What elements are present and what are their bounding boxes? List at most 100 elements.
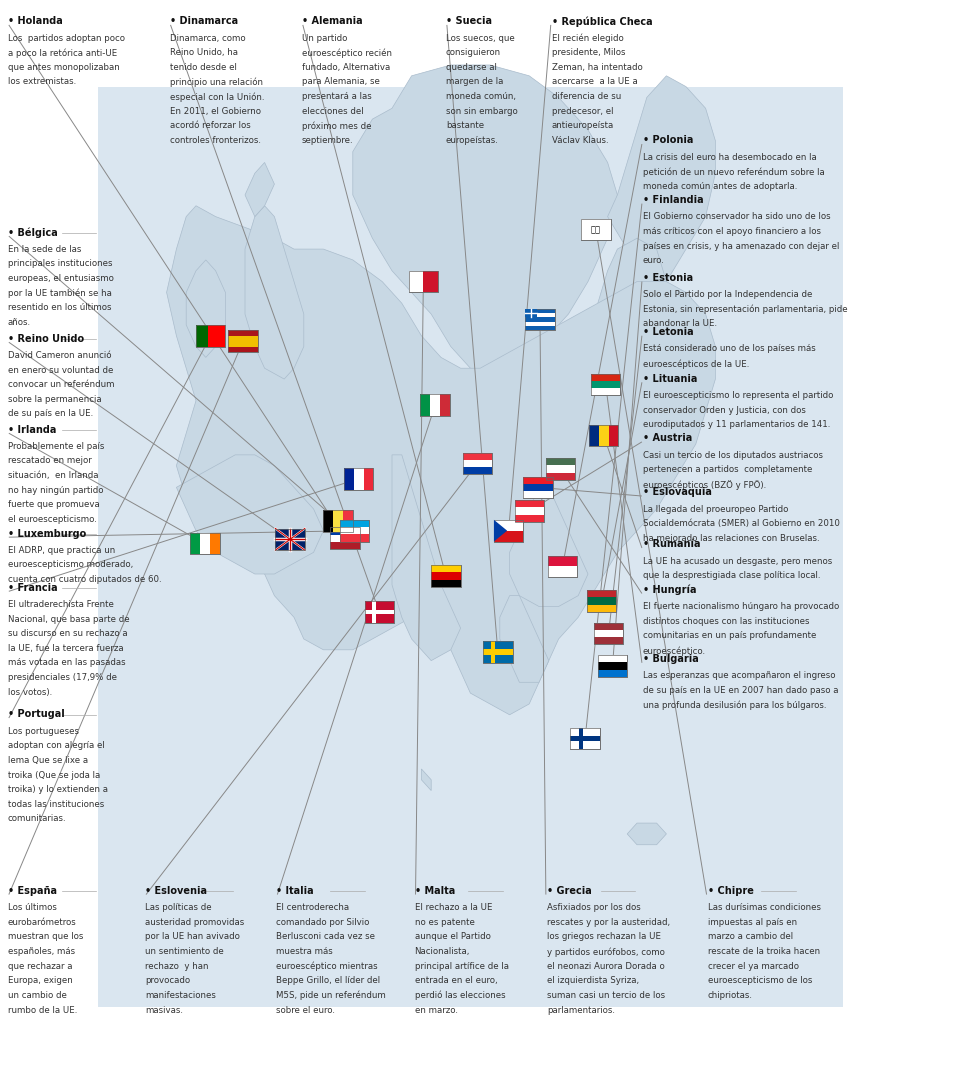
Text: • Irlanda: • Irlanda: [8, 425, 56, 434]
Text: los votos).: los votos).: [8, 688, 52, 696]
Text: lema Que se lixe a: lema Que se lixe a: [8, 756, 88, 765]
Bar: [594, 623, 623, 644]
Bar: [365, 601, 394, 623]
Text: conservador Orden y Justicia, con dos: conservador Orden y Justicia, con dos: [643, 405, 806, 415]
Polygon shape: [608, 76, 715, 282]
Bar: [431, 565, 461, 587]
Text: • Polonia: • Polonia: [643, 135, 693, 145]
Bar: [578, 728, 583, 749]
Text: • Estonia: • Estonia: [643, 273, 693, 283]
Bar: [365, 601, 394, 623]
Bar: [491, 641, 496, 663]
Text: acercarse  a la UE a: acercarse a la UE a: [552, 78, 637, 87]
Bar: [494, 531, 523, 542]
Text: manifestaciones: manifestaciones: [145, 991, 216, 1000]
Bar: [546, 466, 575, 472]
Text: • Dinamarca: • Dinamarca: [170, 16, 238, 26]
Bar: [523, 477, 553, 484]
Bar: [598, 655, 627, 663]
Text: presentará a las: presentará a las: [302, 92, 371, 101]
Bar: [463, 453, 492, 474]
Text: David Cameron anunció: David Cameron anunció: [8, 351, 112, 360]
Bar: [591, 374, 620, 395]
Text: Václav Klaus.: Václav Klaus.: [552, 136, 609, 145]
Text: moneda común,: moneda común,: [446, 92, 515, 101]
Text: por la UE también se ha: por la UE también se ha: [8, 288, 112, 298]
Text: muestra más: muestra más: [276, 947, 333, 956]
Bar: [587, 604, 616, 612]
Bar: [523, 484, 553, 491]
Bar: [591, 374, 620, 395]
Text: petición de un nuevo referéndum sobre la: petición de un nuevo referéndum sobre la: [643, 167, 824, 177]
Text: En la sede de las: En la sede de las: [8, 245, 81, 253]
Text: • Rumanía: • Rumanía: [643, 539, 701, 549]
Text: Asfixiados por los dos: Asfixiados por los dos: [547, 903, 641, 912]
Polygon shape: [500, 596, 549, 682]
Bar: [525, 309, 555, 330]
Bar: [483, 641, 513, 663]
Text: troika) y lo extienden a: troika) y lo extienden a: [8, 785, 108, 794]
Text: suman casi un tercio de los: suman casi un tercio de los: [547, 991, 665, 1000]
Text: comunitarias en un país profundamente: comunitarias en un país profundamente: [643, 631, 816, 640]
Bar: [589, 425, 599, 446]
Bar: [190, 533, 220, 554]
Bar: [340, 520, 369, 542]
Bar: [420, 394, 450, 416]
Text: Reino Unido, ha: Reino Unido, ha: [170, 49, 237, 57]
Text: Los portugueses: Los portugueses: [8, 727, 78, 735]
Bar: [365, 610, 394, 614]
Text: presidenciales (17,9% de: presidenciales (17,9% de: [8, 673, 117, 682]
Text: europeístas.: europeístas.: [446, 136, 499, 145]
Bar: [228, 330, 258, 336]
Text: entrada en el euro,: entrada en el euro,: [415, 977, 497, 986]
Text: euroescéptico recién: euroescéptico recién: [302, 49, 392, 57]
Text: un cambio de: un cambio de: [8, 991, 67, 1000]
Text: Nacional, que basa parte de: Nacional, que basa parte de: [8, 615, 129, 624]
Text: euroescepticismo de los: euroescepticismo de los: [708, 977, 812, 986]
Text: predecesor, el: predecesor, el: [552, 107, 613, 116]
Text: por la UE han avivado: por la UE han avivado: [145, 932, 240, 941]
Bar: [525, 322, 555, 326]
Polygon shape: [167, 206, 715, 715]
Text: no es patente: no es patente: [415, 918, 474, 927]
Text: • Reino Unido: • Reino Unido: [8, 334, 84, 343]
Text: Está considerado uno de los países más: Está considerado uno de los países más: [643, 344, 815, 353]
Text: • Portugal: • Portugal: [8, 709, 65, 719]
Bar: [548, 566, 577, 577]
Text: Los suecos, que: Los suecos, que: [446, 34, 514, 42]
Text: El euroescepticismo lo representa el partido: El euroescepticismo lo representa el par…: [643, 391, 833, 400]
Text: • Francia: • Francia: [8, 583, 58, 592]
Bar: [98, 87, 843, 1007]
Text: europeas, el entusiasmo: europeas, el entusiasmo: [8, 274, 114, 283]
Bar: [196, 325, 208, 347]
Polygon shape: [598, 238, 666, 325]
Text: Berlusconi cada vez se: Berlusconi cada vez se: [276, 932, 375, 941]
Text: resentido en los últimos: resentido en los últimos: [8, 303, 112, 312]
Bar: [483, 641, 513, 663]
Text: que la desprestigiada clase política local.: que la desprestigiada clase política loc…: [643, 572, 820, 580]
Text: • Lituania: • Lituania: [643, 374, 697, 383]
Bar: [494, 520, 523, 542]
Bar: [330, 527, 360, 549]
Text: más votada en las pasadas: más votada en las pasadas: [8, 658, 125, 667]
Bar: [463, 460, 492, 467]
Text: Zeman, ha intentado: Zeman, ha intentado: [552, 63, 643, 71]
Text: situación,  en Irlanda: situación, en Irlanda: [8, 471, 98, 480]
Bar: [323, 510, 353, 532]
Bar: [546, 472, 575, 480]
Text: una profunda desilusión para los búlgaros.: una profunda desilusión para los búlgaro…: [643, 701, 826, 710]
Text: troika (Que se joda la: troika (Que se joda la: [8, 771, 100, 780]
Bar: [589, 425, 618, 446]
Bar: [333, 510, 343, 532]
Bar: [548, 556, 577, 577]
Bar: [570, 736, 600, 741]
Text: a poco la retórica anti-UE: a poco la retórica anti-UE: [8, 49, 117, 57]
Bar: [431, 565, 461, 587]
Text: fundado, Alternativa: fundado, Alternativa: [302, 63, 390, 71]
Text: euroescépticos de la UE.: euroescépticos de la UE.: [643, 360, 750, 368]
Text: marzo a cambio del: marzo a cambio del: [708, 932, 793, 941]
Bar: [200, 533, 210, 554]
Text: comandado por Silvio: comandado por Silvio: [276, 918, 369, 927]
Text: M5S, pide un referéndum: M5S, pide un referéndum: [276, 991, 386, 1001]
Text: provocado: provocado: [145, 977, 190, 986]
